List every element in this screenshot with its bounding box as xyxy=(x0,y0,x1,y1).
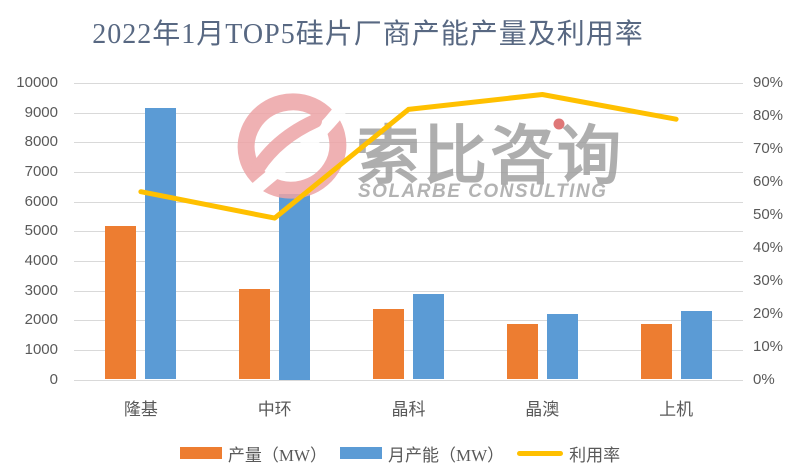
left-axis-tick-label: 2000 xyxy=(24,311,58,329)
gridline xyxy=(74,320,743,322)
legend-swatch-output xyxy=(179,447,222,459)
legend-swatch-capacity xyxy=(340,447,382,459)
bar-output-zhonghuan xyxy=(239,289,271,380)
left-axis-tick-label: 3000 xyxy=(24,281,58,299)
bar-capacity-jinko xyxy=(413,293,444,380)
x-axis-label-jinko: 晶科 xyxy=(391,400,426,419)
bar-output-jinko xyxy=(373,309,404,380)
watermark-text-cn: 索比咨询 xyxy=(356,120,624,192)
bar-capacity-jingao xyxy=(546,314,578,380)
chart-title: 2022年1月TOP5硅片厂商产能产量及利用率 xyxy=(92,19,644,50)
left-axis-tick-label: 9000 xyxy=(24,103,58,121)
legend-item-capacity: 月产能（MW） xyxy=(340,441,504,466)
right-axis-tick-label: 10% xyxy=(753,337,784,355)
legend-label-output: 产量（MW） xyxy=(227,445,327,465)
left-axis-tick-label: 4000 xyxy=(24,251,58,269)
left-axis-tick-label: 1000 xyxy=(24,340,58,358)
bar-output-jingao xyxy=(506,324,538,380)
gridline xyxy=(74,83,743,84)
legend-item-utilization: 利用率 xyxy=(517,441,620,466)
watermark-dot-icon xyxy=(553,118,565,130)
bar-capacity-shangji xyxy=(680,310,712,380)
right-axis-tick-label: 60% xyxy=(753,172,784,190)
right-axis-tick-label: 0% xyxy=(753,370,775,388)
left-axis-tick-label: 7000 xyxy=(24,162,58,180)
right-axis-tick-label: 70% xyxy=(753,139,784,157)
gridline xyxy=(74,260,743,262)
right-axis-tick-label: 20% xyxy=(753,304,784,322)
gridline xyxy=(74,379,743,381)
legend-label-capacity: 月产能（MW） xyxy=(388,445,505,465)
right-axis-tick-label: 90% xyxy=(753,74,784,91)
x-axis-label-zhonghuan: 中环 xyxy=(257,400,292,419)
bar-capacity-longi xyxy=(145,107,177,380)
left-axis-tick-label: 10000 xyxy=(16,74,58,91)
x-axis-label-longi: 隆基 xyxy=(123,400,158,419)
bar-output-longi xyxy=(105,225,137,380)
right-axis-tick-label: 40% xyxy=(753,238,784,256)
watermark-text-en: SOLARBE CONSULTING xyxy=(358,181,607,202)
legend-item-output: 产量（MW） xyxy=(179,441,327,466)
right-axis-tick-label: 80% xyxy=(753,106,784,124)
legend-label-utilization: 利用率 xyxy=(569,445,621,465)
left-axis-tick-label: 0 xyxy=(49,370,58,388)
solarbe-logo-icon xyxy=(237,93,347,201)
left-axis-tick-label: 6000 xyxy=(24,192,58,210)
x-axis-label-shangji: 上机 xyxy=(659,400,694,419)
legend-swatch-utilization xyxy=(517,450,564,456)
gridline xyxy=(74,290,743,292)
legend: 产量（MW） 月产能（MW） 利用率 xyxy=(0,441,800,465)
right-axis-tick-label: 50% xyxy=(753,205,784,223)
gridline xyxy=(74,349,743,351)
bar-capacity-zhonghuan xyxy=(279,194,311,380)
left-axis-tick-label: 5000 xyxy=(24,222,58,240)
right-axis-tick-label: 30% xyxy=(753,271,784,289)
gridline xyxy=(74,231,743,233)
left-axis-tick-label: 8000 xyxy=(24,133,58,151)
x-axis-label-jingao: 晶澳 xyxy=(525,400,560,419)
bar-output-shangji xyxy=(640,324,672,380)
